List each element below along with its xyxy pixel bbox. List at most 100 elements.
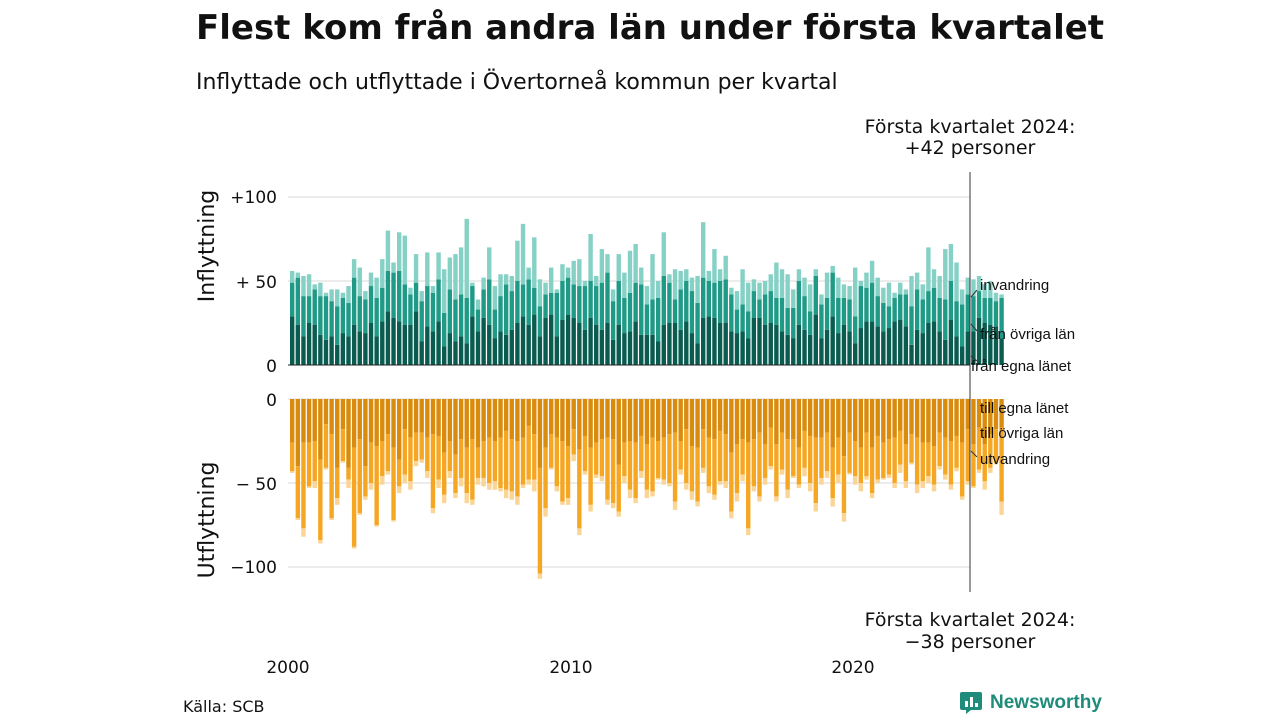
inflow-bar-1-12 xyxy=(357,296,362,332)
series-label-till-egna-lanet: till egna länet xyxy=(980,400,1069,417)
inflow-bar-1-0 xyxy=(290,282,295,317)
outflow-bar-2-110 xyxy=(909,462,914,465)
inflow-bar-0-28 xyxy=(447,333,453,365)
inflow-bar-0-31 xyxy=(464,343,469,365)
inflow-bar-1-63 xyxy=(644,304,650,335)
outflow-bar-1-121 xyxy=(971,444,976,487)
outflow-bar-2-10 xyxy=(346,479,351,489)
inflow-bar-0-26 xyxy=(436,321,441,365)
outflow-bar-0-125 xyxy=(993,399,999,430)
outflow-bar-2-57 xyxy=(610,503,616,509)
outflow-bar-1-32 xyxy=(470,439,475,500)
inflow-bar-0-4 xyxy=(312,324,317,365)
outflow-bar-0-38 xyxy=(503,399,509,431)
outflow-bar-1-8 xyxy=(335,467,340,499)
outflow-bar-2-109 xyxy=(903,481,909,489)
outflow-bar-2-40 xyxy=(515,496,520,505)
inflow-bar-1-111 xyxy=(914,289,920,330)
series-label-fran-ovriga-lan: från övriga län xyxy=(980,326,1075,343)
outflow-bar-0-109 xyxy=(903,399,909,445)
inflow-bar-1-10 xyxy=(346,302,351,337)
outflow-bar-2-63 xyxy=(644,489,650,499)
outflow-bar-1-12 xyxy=(357,439,362,514)
outflow-bar-0-107 xyxy=(892,399,897,438)
outflow-bar-2-96 xyxy=(830,498,835,507)
inflow-bar-2-18 xyxy=(391,262,396,273)
inflow-bar-1-60 xyxy=(627,292,633,332)
outflow-bar-2-99 xyxy=(847,472,852,475)
outflow-bar-1-42 xyxy=(526,425,531,480)
inflow-bar-0-124 xyxy=(988,324,993,365)
inflow-bar-1-9 xyxy=(340,297,346,334)
outflow-bar-2-45 xyxy=(543,508,548,517)
outflow-bar-0-3 xyxy=(306,399,312,443)
inflow-bar-0-76 xyxy=(717,323,723,365)
outflow-bar-2-20 xyxy=(402,474,407,483)
inflow-bar-2-86 xyxy=(774,262,779,298)
inflow-bar-0-57 xyxy=(610,339,616,365)
inflow-bar-0-64 xyxy=(650,334,655,365)
inflow-bar-0-88 xyxy=(785,334,790,365)
inflow-bar-1-103 xyxy=(869,282,875,322)
outflow-bar-0-102 xyxy=(864,399,869,433)
inflow-bar-0-21 xyxy=(408,324,413,365)
outflow-bar-1-33 xyxy=(475,447,481,478)
outflow-bar-0-101 xyxy=(858,399,864,448)
outflow-bar-1-65 xyxy=(655,441,661,478)
label-leader-utvandring xyxy=(970,450,978,458)
outflow-bar-1-41 xyxy=(520,437,526,485)
inflow-bar-2-94 xyxy=(819,294,824,305)
inflow-bar-1-126 xyxy=(999,297,1004,339)
inflow-bar-1-31 xyxy=(464,297,469,344)
inflow-bar-0-35 xyxy=(487,324,492,365)
inflow-bar-0-41 xyxy=(520,316,526,365)
outflow-bar-0-17 xyxy=(385,399,391,435)
outflow-bar-2-39 xyxy=(509,491,514,500)
outflow-bar-1-108 xyxy=(898,430,903,465)
inflow-bar-2-46 xyxy=(548,267,554,293)
outflow-bar-2-60 xyxy=(627,489,633,499)
inflow-bar-1-116 xyxy=(943,299,948,340)
inflow-bar-2-2 xyxy=(301,275,306,297)
outflow-bar-0-105 xyxy=(881,399,886,443)
outflow-bar-0-46 xyxy=(548,399,554,435)
outflow-bar-2-118 xyxy=(954,467,959,472)
inflow-bar-0-0 xyxy=(290,316,295,365)
outflow-bar-2-4 xyxy=(312,481,317,489)
inflow-bar-2-44 xyxy=(537,279,543,307)
inflow-bar-1-20 xyxy=(402,284,407,325)
outflow-bar-0-32 xyxy=(470,399,475,440)
inflow-bar-2-27 xyxy=(442,269,447,313)
outflow-bar-2-56 xyxy=(605,499,610,505)
outflow-bar-2-84 xyxy=(762,477,768,485)
outflow-bar-2-41 xyxy=(520,484,526,489)
brand-logo[interactable]: Newsworthy xyxy=(960,692,1102,714)
outflow-bar-0-104 xyxy=(875,399,880,436)
outflow-bar-1-59 xyxy=(622,442,627,477)
outflow-bar-1-13 xyxy=(363,466,368,497)
outflow-bar-2-35 xyxy=(487,483,492,490)
inflow-annotation-line1: Första kvartalet 2024: xyxy=(865,116,1076,138)
outflow-bar-0-8 xyxy=(335,399,340,468)
outflow-bar-2-42 xyxy=(526,479,531,485)
outflow-bar-1-40 xyxy=(515,441,520,497)
inflow-y-tick-0: 0 xyxy=(266,357,277,377)
inflow-bar-2-49 xyxy=(565,267,571,278)
outflow-bar-1-102 xyxy=(864,432,869,477)
inflow-bar-1-51 xyxy=(577,286,582,323)
outflow-bar-0-83 xyxy=(757,399,762,433)
outflow-bar-1-79 xyxy=(734,444,740,494)
outflow-bar-0-121 xyxy=(971,399,976,445)
outflow-bar-2-120 xyxy=(965,481,970,485)
outflow-bar-2-77 xyxy=(723,481,728,489)
inflow-bar-0-18 xyxy=(391,317,396,365)
outflow-bar-1-96 xyxy=(830,447,835,499)
outflow-bar-1-62 xyxy=(639,435,644,472)
outflow-bar-1-43 xyxy=(532,434,537,480)
outflow-bar-2-64 xyxy=(650,491,655,497)
outflow-bar-1-6 xyxy=(323,424,329,468)
inflow-bar-2-33 xyxy=(475,299,481,310)
inflow-bar-2-118 xyxy=(954,262,959,302)
inflow-bar-1-113 xyxy=(926,291,931,323)
outflow-bar-1-60 xyxy=(627,441,633,490)
